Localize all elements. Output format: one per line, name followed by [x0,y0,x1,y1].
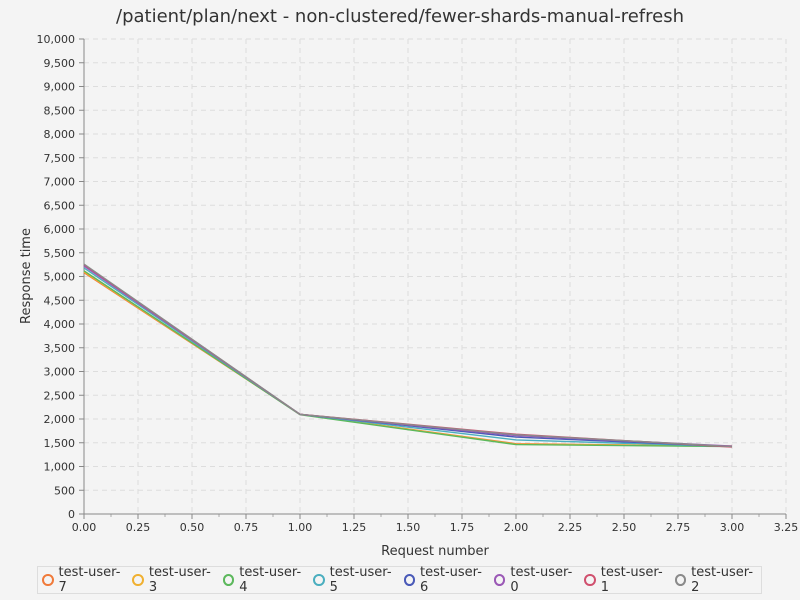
y-tick-label: 500 [54,484,75,497]
y-tick-label: 5,500 [44,247,76,260]
x-tick-label: 2.50 [612,521,637,534]
y-tick-label: 9,000 [44,81,76,94]
legend-item[interactable]: test-user-6 [403,565,486,595]
legend-marker-icon [493,574,506,586]
axes [79,38,787,519]
series-line-test-user-5 [83,267,733,448]
x-tick-label: 2.75 [666,521,691,534]
legend-marker-icon [42,574,54,586]
y-tick-label: 2,500 [44,389,76,402]
line-chart: 0.00 0.25 0.50 0.75 1.00 1.25 1.50 1.75 2.00 2.25… [19,33,799,559]
y-tick-label: 10,000 [37,33,76,46]
x-tick-label: 0.75 [234,521,259,534]
legend-label: test-user-6 [420,565,482,595]
y-tick-label: 0 [68,508,75,521]
legend-label: test-user-4 [239,565,302,595]
y-tick-label: 7,500 [44,152,76,165]
legend-marker-icon [132,574,144,586]
x-tick-label: 0.25 [126,521,151,534]
legend-label: test-user-2 [691,565,754,595]
legend-marker-icon [313,574,325,586]
tick-labels: 0.00 0.25 0.50 0.75 1.00 1.25 1.50 1.75 2.00 2.25… [37,33,799,534]
x-axis-label: Request number [381,544,489,559]
y-tick-label: 8,000 [44,128,76,141]
x-tick-label: 1.25 [342,521,367,534]
legend-label: test-user-5 [329,565,392,595]
x-tick-label: 1.00 [288,521,313,534]
legend-label: test-user-7 [58,565,121,595]
legend-item[interactable]: test-user-3 [132,565,214,595]
x-tick-label: 3.00 [720,521,745,534]
legend-item[interactable]: test-user-1 [584,565,666,595]
y-tick-label: 8,500 [44,104,76,117]
x-tick-label: 0.50 [180,521,205,534]
legend-label: test-user-0 [510,565,573,595]
series-line-test-user-4 [83,270,733,448]
x-tick-label: 2.25 [558,521,583,534]
legend-item[interactable]: test-user-4 [222,565,305,595]
legend-item[interactable]: test-user-0 [493,565,576,595]
y-tick-label: 1,500 [44,437,76,450]
y-tick-label: 7,000 [44,176,76,189]
x-tick-label: 1.50 [396,521,421,534]
y-tick-label: 6,000 [44,223,76,236]
legend-marker-icon [674,574,687,586]
legend-marker-icon [222,574,235,586]
x-tick-label: 2.00 [504,521,529,534]
legend-item[interactable]: test-user-2 [674,565,757,595]
x-tick-label: 1.75 [450,521,475,534]
legend: test-user-7 test-user-3 test-user-4 test-us… [37,565,762,595]
series-line-test-user-2 [83,263,733,448]
legend-marker-icon [584,574,596,586]
y-tick-label: 4,000 [44,318,76,331]
y-tick-label: 3,000 [44,366,76,379]
x-tick-label: 0.00 [72,521,97,534]
series-lines [83,263,733,448]
y-tick-label: 2,000 [44,413,76,426]
y-tick-label: 5,000 [44,271,76,284]
legend-label: test-user-3 [148,565,211,595]
y-tick-label: 9,500 [44,57,76,70]
legend-marker-icon [403,574,416,586]
y-tick-label: 4,500 [44,294,76,307]
y-tick-label: 6,500 [44,199,76,212]
y-tick-label: 1,000 [44,461,76,474]
y-axis-label: Response time [19,228,34,324]
chart-title: /patient/plan/next - non-clustered/fewer… [116,6,684,27]
x-tick-label: 3.25 [774,521,799,534]
y-tick-label: 3,500 [44,342,76,355]
legend-label: test-user-1 [600,565,663,595]
grid [83,38,787,515]
legend-item[interactable]: test-user-7 [42,565,124,595]
legend-item[interactable]: test-user-5 [313,565,395,595]
